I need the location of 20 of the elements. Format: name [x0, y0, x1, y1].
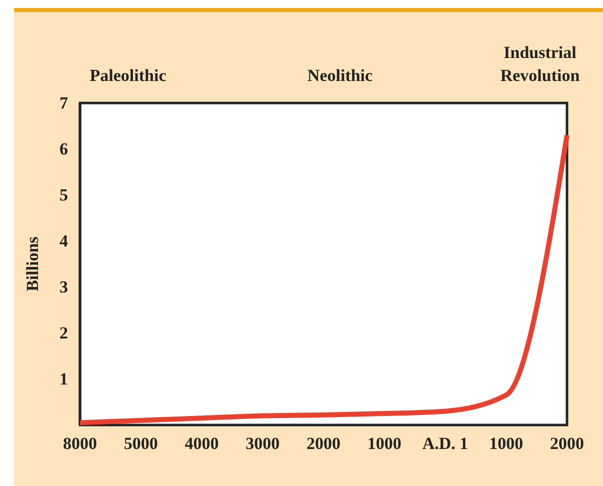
- x-tick-label: 1000: [367, 434, 402, 454]
- x-tick-label: 5000: [124, 434, 158, 454]
- y-tick-label: 3: [60, 277, 68, 296]
- text: Paleolithic: [90, 66, 167, 85]
- y-tick-label: 5: [60, 185, 68, 204]
- x-tick-label: 1000: [489, 434, 524, 454]
- y-tick-label: 2: [60, 323, 68, 342]
- y-tick-label: 7: [60, 93, 68, 112]
- y-tick-label: 1: [60, 369, 68, 388]
- x-tick-label: 8000: [63, 434, 97, 454]
- y-axis-title: Billions: [23, 236, 42, 292]
- x-tick-label: 2000: [306, 434, 340, 454]
- x-tick-label: A.D. 1: [422, 434, 468, 454]
- y-tick-label: 4: [60, 231, 68, 250]
- x-tick-label: 4000: [184, 434, 219, 454]
- x-tick-label: 2000: [550, 434, 584, 454]
- text: Neolithic: [307, 66, 374, 85]
- y-tick-label: 6: [60, 139, 68, 158]
- x-tick-label: 3000: [246, 434, 280, 454]
- text: Industrial Revolution: [500, 43, 580, 85]
